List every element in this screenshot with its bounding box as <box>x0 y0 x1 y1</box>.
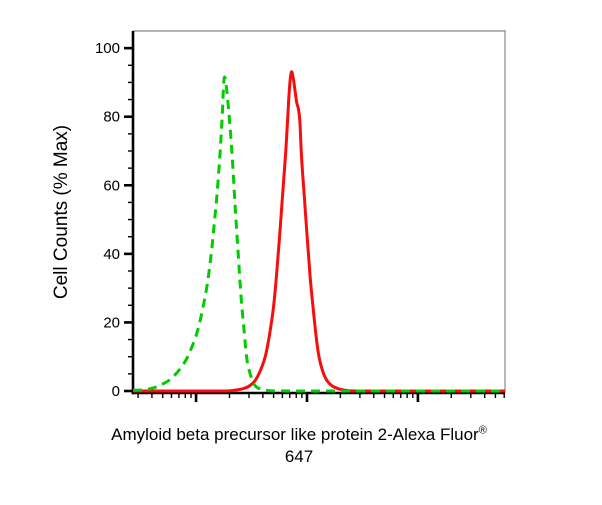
y-tick-label: 40 <box>103 246 120 263</box>
x-axis-label-line1: Amyloid beta precursor like protein 2-Al… <box>111 424 487 444</box>
registered-trademark-symbol: ® <box>478 424 487 437</box>
x-axis-label: Amyloid beta precursor like protein 2-Al… <box>0 424 598 468</box>
y-tick-label: 0 <box>112 383 120 400</box>
histogram-curve-green-dashed-control <box>132 75 505 393</box>
y-tick-label: 60 <box>103 177 120 194</box>
y-tick-label: 100 <box>95 40 120 57</box>
y-tick-label: 80 <box>103 109 120 126</box>
x-axis-label-line2: 647 <box>284 447 314 466</box>
y-tick-label: 20 <box>103 314 120 331</box>
plot-frame <box>131 30 506 395</box>
y-axis-label-text: Cell Counts (% Max) <box>51 124 72 300</box>
curve-green-dashed <box>132 75 505 393</box>
y-axis-ticks <box>124 46 133 393</box>
x-axis-ticks <box>137 393 505 402</box>
histogram-curve-red-solid-sample <box>133 70 505 393</box>
curve-red-solid <box>133 70 505 393</box>
y-tick-labels: 0 20 40 60 80 100 <box>95 40 120 400</box>
